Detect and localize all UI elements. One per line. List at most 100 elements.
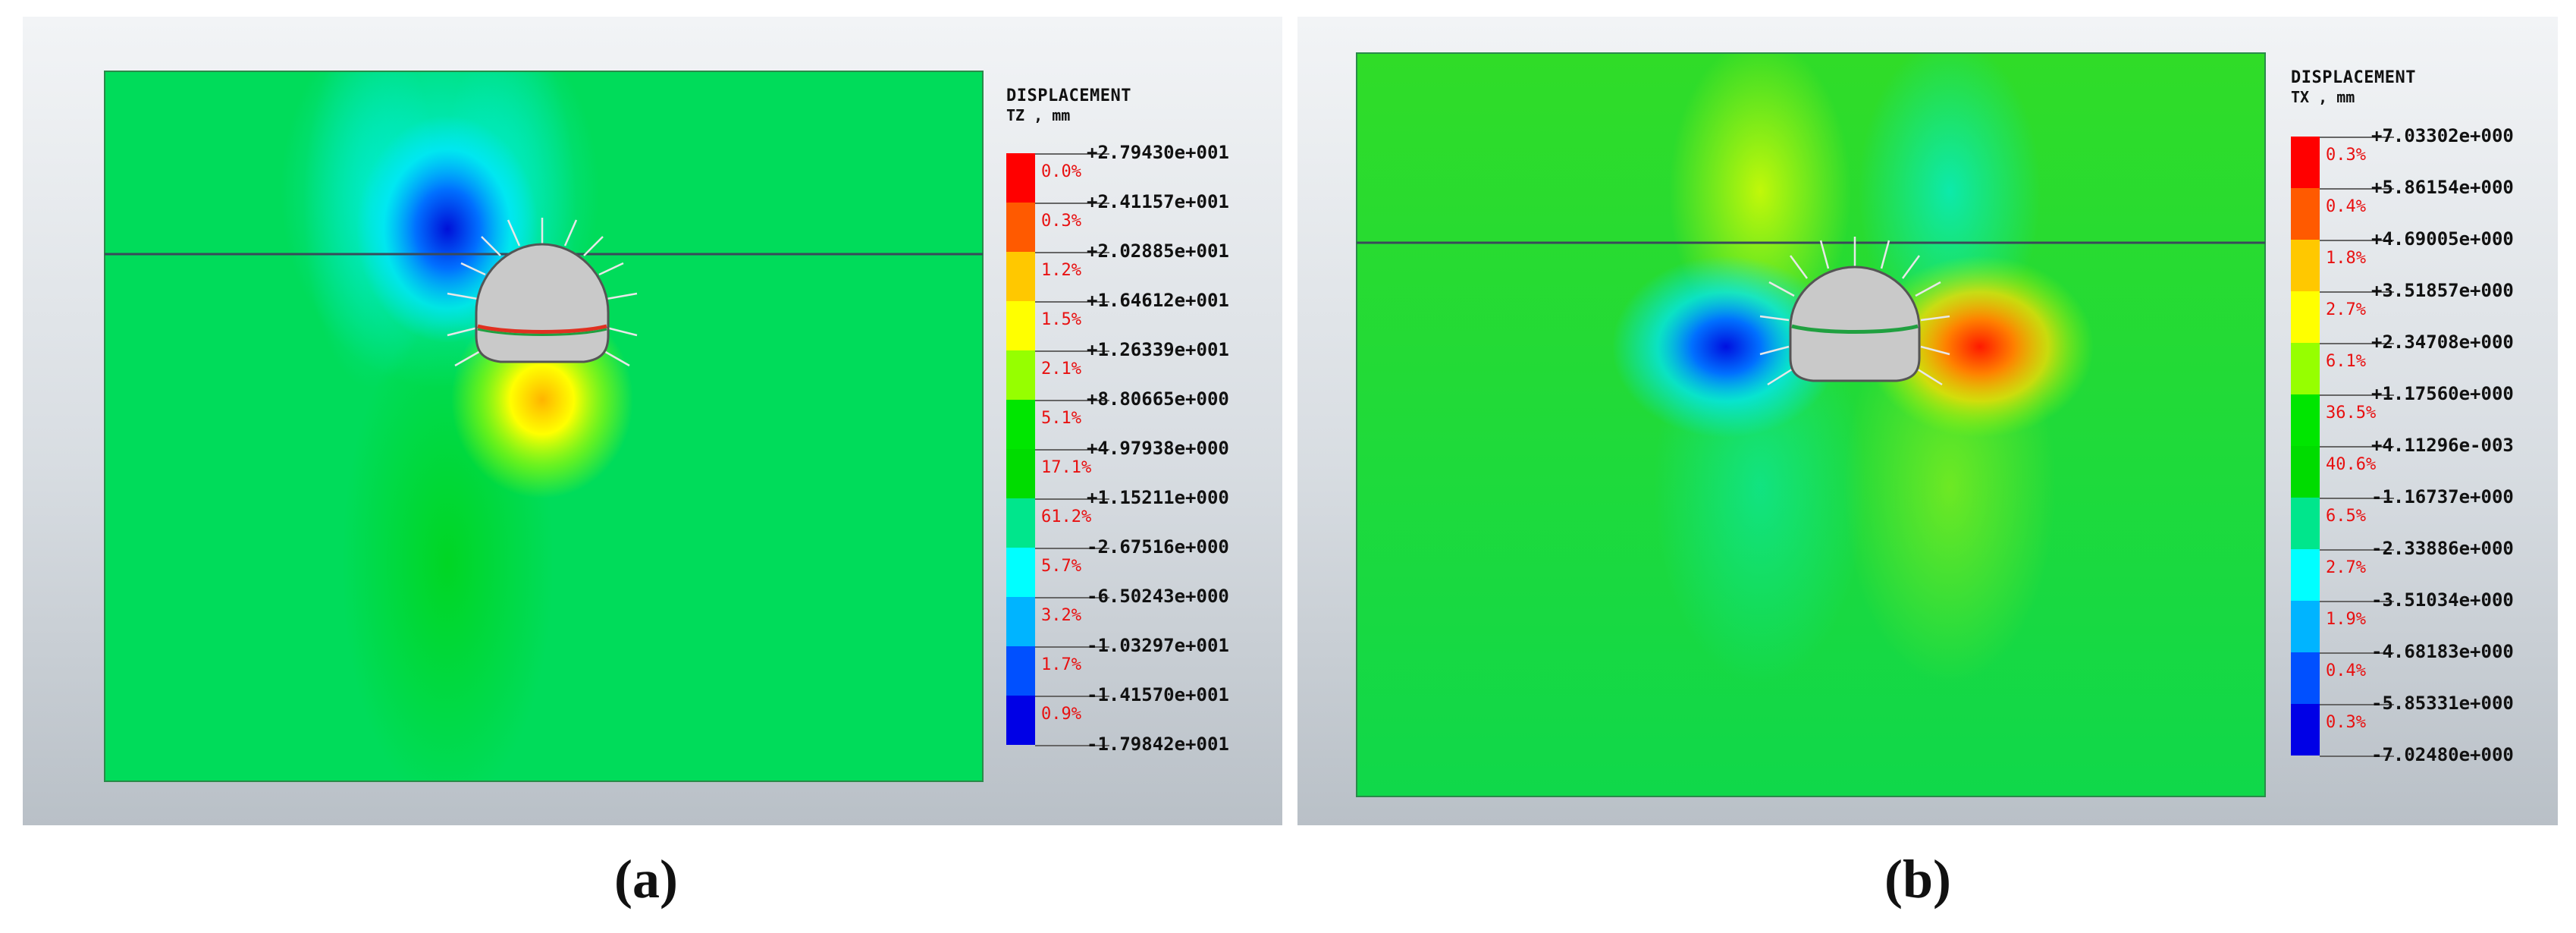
legend-value: +7.03302e+000	[2371, 125, 2514, 146]
legend-percent: 1.2%	[1041, 261, 1081, 280]
legend-percent: 36.5%	[2326, 404, 2377, 423]
legend-value: -4.68183e+000	[2371, 641, 2514, 662]
legend-percent: 1.9%	[2326, 610, 2366, 629]
legend-swatch	[1006, 301, 1035, 350]
legend-b: DISPLACEMENT TX , mm	[2291, 68, 2416, 106]
legend-value: +2.02885e+001	[1087, 240, 1229, 262]
legend-value: +1.26339e+001	[1087, 339, 1229, 360]
legend-value: -1.03297e+001	[1087, 635, 1229, 656]
legend-swatch	[2291, 343, 2320, 394]
legend-swatch	[2291, 291, 2320, 343]
legend-percent: 0.9%	[1041, 705, 1081, 724]
legend-value: +2.34708e+000	[2371, 331, 2514, 353]
legend-value: +2.79430e+001	[1087, 142, 1229, 163]
caption-a: (a)	[614, 848, 678, 911]
legend-value: -7.02480e+000	[2371, 744, 2514, 765]
legend-swatch	[2291, 137, 2320, 188]
legend-swatch	[1006, 548, 1035, 597]
contour-panel-a: DISPLACEMENT TZ , mm 0.0% 0.3% 1.2% 1.5% 2.1…	[23, 17, 1282, 825]
legend-swatch	[1006, 400, 1035, 449]
legend-tick	[1035, 400, 1109, 401]
legend-component: TZ , mm	[1006, 106, 1071, 124]
legend-tick	[1035, 203, 1109, 204]
legend-swatch	[1006, 696, 1035, 745]
legend-value: +4.69005e+000	[2371, 228, 2514, 250]
legend-value: -1.16737e+000	[2371, 486, 2514, 507]
legend-tick	[2320, 704, 2394, 705]
legend-percent: 1.8%	[2326, 249, 2366, 268]
legend-swatch	[2291, 498, 2320, 549]
legend-swatch	[2291, 188, 2320, 240]
legend-percent: 6.5%	[2326, 507, 2366, 526]
legend-tick	[2320, 756, 2394, 757]
legend-percent: 0.3%	[1041, 212, 1081, 231]
legend-tick	[2320, 291, 2394, 293]
legend-percent: 0.3%	[2326, 146, 2366, 165]
legend-percent: 0.0%	[1041, 162, 1081, 181]
legend-swatch	[2291, 652, 2320, 704]
contour-plot-b	[1297, 17, 2558, 825]
legend-tick	[1035, 597, 1109, 598]
legend-a: DISPLACEMENT TZ , mm	[1006, 86, 1131, 124]
legend-value: +1.17560e+000	[2371, 383, 2514, 404]
legend-tick	[2320, 394, 2394, 396]
legend-percent: 5.1%	[1041, 409, 1081, 428]
contour-plot-a	[23, 17, 1282, 825]
legend-tick	[1035, 301, 1109, 303]
legend-value: +4.97938e+000	[1087, 438, 1229, 459]
legend-tick	[1035, 153, 1109, 155]
legend-value: +5.86154e+000	[2371, 177, 2514, 198]
legend-percent: 2.7%	[2326, 558, 2366, 577]
legend-tick	[2320, 601, 2394, 602]
legend-percent: 0.4%	[2326, 661, 2366, 680]
legend-swatch	[1006, 203, 1035, 252]
legend-swatch	[2291, 394, 2320, 446]
legend-tick	[2320, 137, 2394, 138]
legend-tick	[2320, 240, 2394, 241]
legend-tick	[2320, 188, 2394, 190]
legend-swatch	[2291, 549, 2320, 601]
legend-value: -1.41570e+001	[1087, 684, 1229, 705]
legend-value: -2.33886e+000	[2371, 538, 2514, 559]
legend-value: -1.79842e+001	[1087, 734, 1229, 755]
legend-tick	[1035, 350, 1109, 352]
legend-percent: 1.7%	[1041, 655, 1081, 674]
legend-value: +4.11296e-003	[2371, 435, 2514, 456]
legend-percent: 2.7%	[2326, 300, 2366, 319]
legend-value: +3.51857e+000	[2371, 280, 2514, 301]
legend-value: +8.80665e+000	[1087, 388, 1229, 410]
legend-swatch	[2291, 704, 2320, 756]
legend-tick	[2320, 498, 2394, 499]
legend-value: +1.64612e+001	[1087, 290, 1229, 311]
legend-swatch	[1006, 350, 1035, 400]
legend-percent: 2.1%	[1041, 360, 1081, 379]
legend-tick	[1035, 252, 1109, 253]
legend-tick	[2320, 549, 2394, 551]
legend-tick	[2320, 446, 2394, 448]
legend-swatch	[1006, 498, 1035, 548]
legend-value: -3.51034e+000	[2371, 589, 2514, 611]
contour-panel-b: DISPLACEMENT TX , mm 0.3% 0.4% 1.8% 2.7% 6.1…	[1297, 17, 2558, 825]
legend-tick	[1035, 449, 1109, 451]
legend-tick	[1035, 646, 1109, 648]
legend-percent: 0.3%	[2326, 713, 2366, 732]
legend-percent: 0.4%	[2326, 197, 2366, 216]
caption-b: (b)	[1884, 848, 1951, 911]
legend-tick	[2320, 652, 2394, 654]
legend-percent: 6.1%	[2326, 352, 2366, 371]
legend-swatch	[2291, 601, 2320, 652]
legend-tick	[1035, 548, 1109, 549]
legend-component: TX , mm	[2291, 88, 2355, 106]
legend-tick	[1035, 696, 1109, 697]
legend-swatch	[1006, 252, 1035, 301]
legend-swatch	[2291, 240, 2320, 291]
legend-percent: 17.1%	[1041, 458, 1092, 477]
legend-value: +2.41157e+001	[1087, 191, 1229, 212]
legend-value: -5.85331e+000	[2371, 693, 2514, 714]
legend-swatch	[1006, 449, 1035, 498]
legend-percent: 40.6%	[2326, 455, 2377, 474]
legend-percent: 3.2%	[1041, 606, 1081, 625]
legend-swatch	[2291, 446, 2320, 498]
caption-b-text: (b)	[1884, 849, 1951, 909]
legend-tick	[1035, 745, 1109, 746]
